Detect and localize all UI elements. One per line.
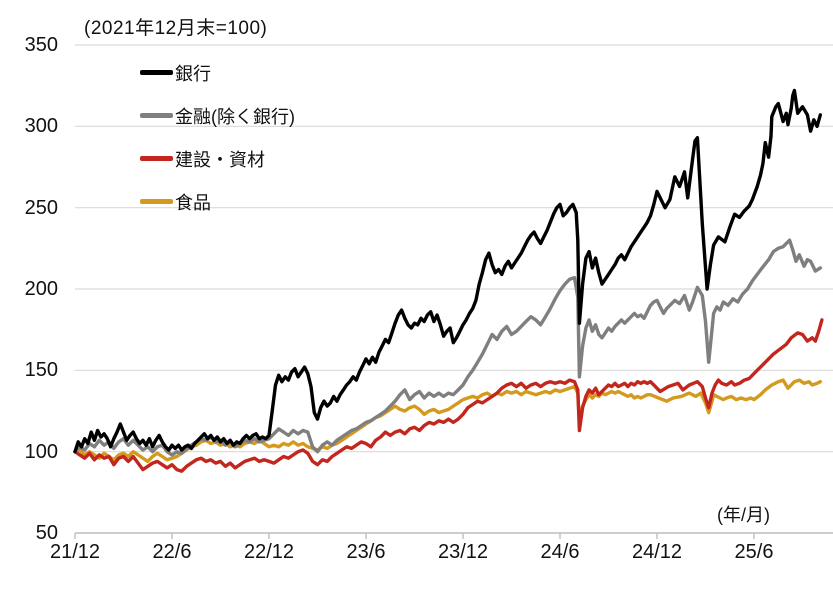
x-tick-label-23/12: 23/12 bbox=[437, 541, 489, 563]
legend-label-bank: 銀行 bbox=[175, 63, 211, 84]
legend-item-construction-materials: 建設・資材 bbox=[140, 137, 295, 180]
x-tick-label-24/12: 24/12 bbox=[631, 541, 683, 563]
legend-label-food: 食品 bbox=[175, 192, 211, 213]
legend-item-bank: 銀行 bbox=[140, 51, 295, 94]
y-tick-label-100: 100 bbox=[24, 440, 58, 463]
series-line-bank bbox=[73, 88, 822, 454]
legend-item-food: 食品 bbox=[140, 180, 295, 223]
y-tick-label-250: 250 bbox=[24, 196, 58, 219]
legend-label-construction-materials: 建設・資材 bbox=[175, 149, 265, 170]
y-tick-label-50: 50 bbox=[35, 522, 58, 544]
x-tick-label-23/6: 23/6 bbox=[346, 541, 386, 563]
x-axis-unit-label: (年/月) bbox=[717, 505, 770, 525]
x-tick-label-25/6: 25/6 bbox=[734, 541, 774, 563]
x-tick-label-22/12: 22/12 bbox=[243, 541, 295, 563]
legend-swatch-construction-materials bbox=[140, 156, 173, 161]
chart-title: (2021年12月末=100) bbox=[84, 18, 268, 39]
legend-swatch-financial-ex-bank bbox=[140, 113, 173, 118]
x-tick-label-24/6: 24/6 bbox=[540, 541, 580, 563]
y-tick-label-350: 350 bbox=[24, 34, 58, 56]
legend-swatch-bank bbox=[140, 70, 173, 75]
legend-label-financial-ex-bank: 金融(除く銀行) bbox=[175, 106, 295, 127]
legend-item-financial-ex-bank: 金融(除く銀行) bbox=[140, 94, 295, 137]
x-tick-label-22/6: 22/6 bbox=[152, 541, 192, 563]
x-tick-label-21/12: 21/12 bbox=[49, 541, 101, 563]
legend-swatch-food bbox=[140, 199, 173, 204]
legend: 銀行金融(除く銀行) 建設・資材食品 bbox=[140, 51, 295, 223]
series-line-construction-materials bbox=[73, 318, 824, 473]
y-tick-label-200: 200 bbox=[24, 278, 58, 300]
y-tick-label-300: 300 bbox=[24, 115, 58, 138]
y-tick-label-150: 150 bbox=[24, 359, 58, 382]
